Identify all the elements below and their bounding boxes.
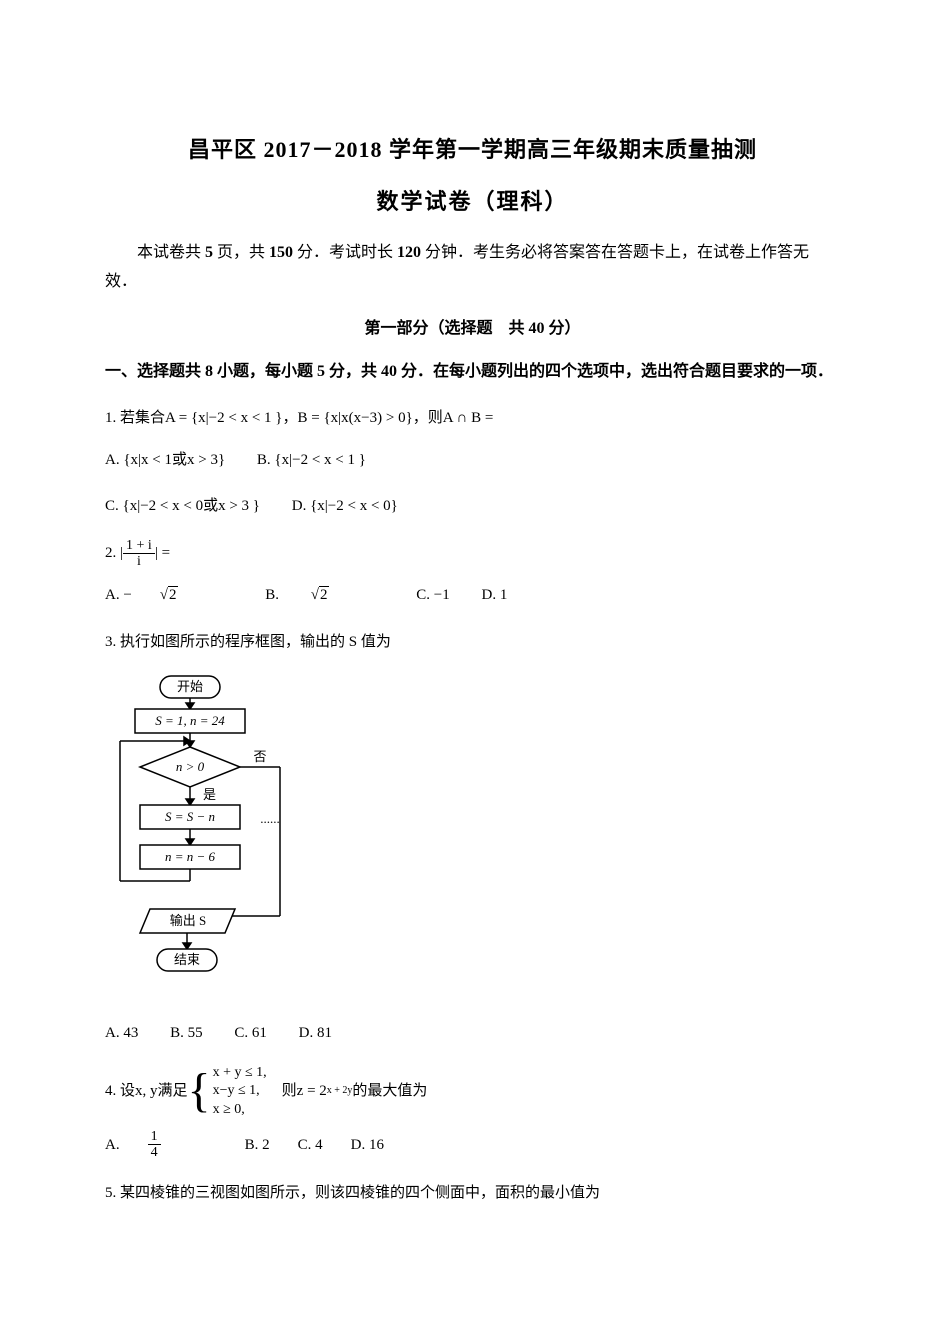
flowchart-diagram: 开始 S = 1, n = 24 n > 0 否 是 S = S − n .	[105, 671, 840, 1002]
q2-fraction: 1 + i i	[123, 538, 155, 570]
q4-exp: x + 2y	[327, 1080, 353, 1102]
q2-prefix: 2. |	[105, 537, 123, 570]
question-4: 4. 设x, y满足 { x + y ≤ 1, x−y ≤ 1, x ≥ 0, …	[105, 1064, 840, 1119]
fc-step2: n = n − 6	[165, 849, 216, 864]
q4-opt-a-frac: 1 4	[148, 1129, 189, 1161]
instr-text-2: 页，共	[213, 244, 269, 261]
question-1-options-row1: A. {x|x < 1或x > 3} B. {x|−2 < x < 1 }	[105, 445, 840, 475]
fc-end: 结束	[174, 952, 200, 967]
fc-output: 输出 S	[170, 913, 206, 928]
fc-no: 否	[253, 749, 266, 764]
q1-opt-a: A. {x|x < 1或x > 3}	[105, 452, 225, 468]
q2-sqrt-b: 2	[319, 586, 329, 603]
q4-opt-d: D. 16	[351, 1130, 384, 1160]
q4-sys-line2: x−y ≤ 1,	[213, 1082, 267, 1100]
q4-mid: 则z = 2	[267, 1075, 327, 1108]
question-3-options: A. 43 B. 55 C. 61 D. 81	[105, 1018, 840, 1048]
q2-opt-a-pre: A. −	[105, 587, 132, 603]
q1-opt-c: C. {x|−2 < x < 0或x > 3 }	[105, 498, 260, 514]
q2-opt-b: B. 2	[265, 587, 384, 603]
fc-yes: 是	[203, 787, 216, 802]
title-main: 昌平区 2017－2018 学年第一学期高三年级期末质量抽测	[105, 130, 840, 170]
sqrt-icon: 2	[311, 580, 357, 610]
q2-opt-c: C. −1	[416, 587, 449, 603]
q4-suffix: 的最大值为	[352, 1075, 427, 1108]
q3-opt-a: A. 43	[105, 1025, 138, 1041]
q2-opt-a: A. − 2	[105, 587, 234, 603]
question-3: 3. 执行如图所示的程序框图，输出的 S 值为	[105, 626, 840, 659]
q4-opt-a-den: 4	[148, 1145, 161, 1160]
q4-system: { x + y ≤ 1, x−y ≤ 1, x ≥ 0,	[188, 1064, 267, 1119]
question-1-options-row2: C. {x|−2 < x < 0或x > 3 } D. {x|−2 < x < …	[105, 491, 840, 521]
q4-prefix: 4. 设x, y满足	[105, 1075, 188, 1108]
question-2: 2. | 1 + i i | =	[105, 537, 840, 570]
q1-opt-b: B. {x|−2 < x < 1 }	[257, 452, 366, 468]
fc-step1: S = S − n	[165, 809, 215, 824]
q2-frac-den: i	[123, 554, 155, 569]
q2-suffix: | =	[155, 537, 170, 570]
q4-opt-b: B. 2	[245, 1130, 270, 1160]
q2-frac-num: 1 + i	[123, 538, 155, 554]
question-1: 1. 若集合A = {x|−2 < x < 1 }，B = {x|x(x−3) …	[105, 402, 840, 435]
q1-opt-d: D. {x|−2 < x < 0}	[292, 498, 398, 514]
q4-opt-a-pre: A.	[105, 1130, 120, 1160]
q4-opt-a-num: 1	[148, 1129, 161, 1145]
instr-bold-2: 150	[269, 244, 293, 261]
q4-sys-line1: x + y ≤ 1,	[213, 1064, 267, 1082]
q2-opt-d: D. 1	[482, 587, 508, 603]
section-desc: 一、选择题共 8 小题，每小题 5 分，共 40 分．在每小题列出的四个选项中，…	[105, 358, 840, 387]
q2-opt-b-pre: B.	[265, 587, 283, 603]
instr-bold-3: 120	[397, 244, 421, 261]
question-5: 5. 某四棱锥的三视图如图所示，则该四棱锥的四个侧面中，面积的最小值为	[105, 1177, 840, 1210]
fc-start: 开始	[177, 679, 203, 694]
fc-init: S = 1, n = 24	[155, 713, 225, 728]
q3-opt-c: C. 61	[234, 1025, 267, 1041]
q3-opt-d: D. 81	[299, 1025, 332, 1041]
sqrt-icon: 2	[160, 580, 206, 610]
section-title: 第一部分（选择题 共 40 分）	[105, 315, 840, 344]
question-4-options: A. 1 4 B. 2 C. 4 D. 16	[105, 1129, 840, 1161]
fc-cond: n > 0	[176, 759, 205, 774]
instr-text-3: 分．考试时长	[293, 244, 397, 261]
q3-opt-b: B. 55	[170, 1025, 203, 1041]
q4-opt-a: A. 1 4	[105, 1129, 217, 1161]
q4-opt-c: C. 4	[298, 1130, 323, 1160]
brace-icon: {	[188, 1072, 211, 1110]
instructions: 本试卷共 5 页，共 150 分．考试时长 120 分钟．考生务必将答案答在答题…	[105, 239, 840, 297]
q2-sqrt-a: 2	[168, 586, 178, 603]
instr-text-1: 本试卷共	[137, 244, 205, 261]
q4-sys-line3: x ≥ 0,	[213, 1101, 267, 1119]
fc-dots: ......	[260, 811, 280, 826]
q4-system-lines: x + y ≤ 1, x−y ≤ 1, x ≥ 0,	[213, 1064, 267, 1119]
question-2-options: A. − 2 B. 2 C. −1 D. 1	[105, 580, 840, 610]
instr-bold-1: 5	[205, 244, 213, 261]
title-sub: 数学试卷（理科）	[105, 182, 840, 222]
